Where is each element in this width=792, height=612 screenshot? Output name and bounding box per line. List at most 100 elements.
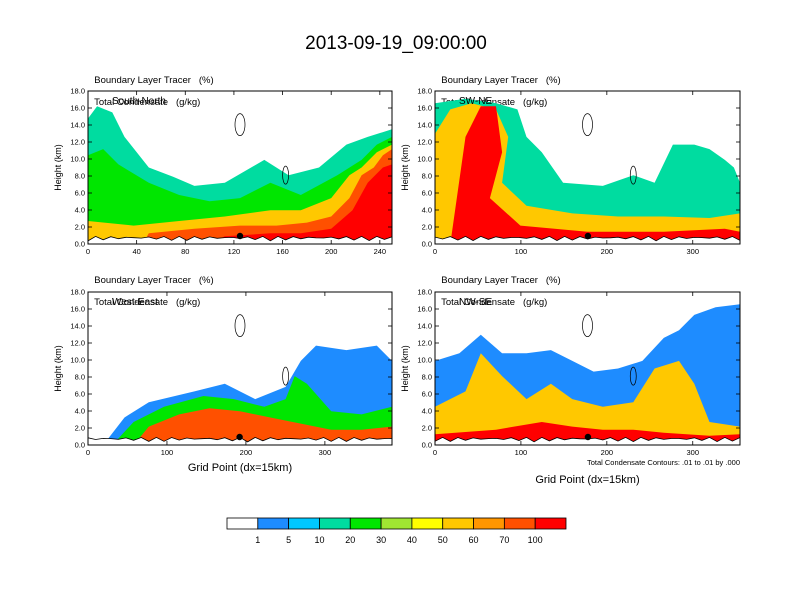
tracer-units: (%): [198, 75, 214, 86]
x-tick-label: 240: [374, 247, 387, 256]
y-tick-label: 18.0: [70, 87, 85, 96]
x-tick-label: 300: [319, 448, 332, 457]
colorbar-label: 40: [407, 535, 417, 545]
location-marker: [236, 433, 243, 441]
colorbar-label: 30: [376, 535, 386, 545]
x-axis-title-west-east: Grid Point (dx=15km): [187, 462, 293, 474]
tracer-field: [88, 314, 392, 445]
colorbar-label: 20: [345, 535, 355, 545]
tracer-title: Boundary Layer Tracer: [94, 275, 191, 286]
y-tick-label: 10.0: [70, 356, 85, 365]
contour-note: Total Condensate Contours: .01 to .01 by…: [586, 458, 740, 467]
colorbar-swatch: [319, 517, 351, 530]
tracer-level-band: [209, 164, 392, 244]
y-tick-label: 0.0: [75, 441, 85, 450]
x-tick-label: 100: [515, 448, 528, 457]
colorbar-label: 5: [286, 535, 291, 545]
y-tick-label: 18.0: [417, 87, 432, 96]
tracer-level-band: [435, 103, 740, 244]
plot-frame: [434, 90, 741, 245]
plot-frame: [87, 291, 393, 446]
colorbar-swatch: [503, 517, 536, 530]
panel-label: SW-NE: [459, 96, 492, 107]
colorbar-label: 1: [255, 535, 260, 545]
y-tick-label: 4.0: [75, 407, 85, 416]
colorbar: 1 5 10 20 30 40 50 60 70 100: [226, 517, 567, 545]
plot-frame: [434, 291, 741, 446]
y-axis-label: Height (km): [400, 144, 410, 191]
colorbar-swatch: [534, 517, 567, 530]
condensate-contour: [629, 366, 637, 386]
y-tick-label: 0.0: [75, 240, 85, 249]
tracer-units: (%): [545, 275, 561, 286]
location-marker: [236, 232, 244, 240]
tracer-field: [88, 106, 392, 244]
y-tick-label: 16.0: [417, 104, 432, 113]
tracer-units: (%): [545, 75, 561, 86]
y-tick-label: 10.0: [417, 155, 432, 164]
colorbar-swatch: [226, 517, 259, 530]
y-tick-label: 2.0: [422, 223, 432, 232]
y-tick-label: 12.0: [417, 339, 432, 348]
y-tick-label: 16.0: [70, 104, 85, 113]
colorbar-swatch: [411, 517, 444, 530]
x-tick-label: 200: [601, 448, 614, 457]
y-tick-label: 12.0: [70, 339, 85, 348]
y-tick-label: 4.0: [422, 407, 432, 416]
panel-title-south-north: Boundary Layer Tracer (%) Total Condensa…: [89, 64, 214, 108]
tracer-level-band: [88, 144, 392, 244]
condensate-title: Total Condensate: [441, 297, 516, 308]
colorbar-label: 70: [499, 535, 509, 545]
colorbar-swatch: [473, 517, 505, 530]
colorbar-swatch: [288, 517, 320, 530]
y-tick-label: 2.0: [422, 424, 432, 433]
condensate-units: (g/kg): [175, 297, 201, 308]
panel-west-east: 0.0 2.0 4.0 6.0 8.0 10.0 12.0 14.0 16.0 18.0 0 100 2…: [53, 288, 393, 457]
panel-title-west-east: Boundary Layer Tracer (%) Total Condensa…: [89, 264, 214, 308]
x-tick-label: 100: [161, 448, 174, 457]
tracer-field: [435, 304, 740, 445]
y-tick-label: 6.0: [422, 390, 432, 399]
y-axis-label: Height (km): [53, 345, 63, 392]
figure-title: 2013-09-19_09:00:00: [305, 33, 487, 54]
tracer-field: [435, 98, 740, 244]
colorbar-swatch: [442, 517, 474, 530]
condensate-contour: [282, 165, 289, 185]
panel-label: South-North: [112, 96, 166, 107]
panel-south-north: 0.0 2.0 4.0 6.0 8.0 10.0 12.0 14.0 16.0 18.0 0 40 80…: [53, 87, 393, 256]
y-tick-label: 16.0: [417, 305, 432, 314]
colorbar-swatch: [349, 517, 382, 530]
x-tick-label: 200: [601, 247, 614, 256]
y-tick-label: 0.0: [422, 441, 432, 450]
location-marker: [584, 433, 592, 441]
y-tick-label: 8.0: [75, 373, 85, 382]
y-tick-label: 12.0: [70, 138, 85, 147]
y-tick-label: 10.0: [417, 356, 432, 365]
terrain: [435, 436, 740, 445]
panel-title-nw-se: Boundary Layer Tracer (%) Total Condensa…: [436, 264, 561, 308]
y-tick-label: 14.0: [70, 121, 85, 130]
y-axis-label: Height (km): [400, 345, 410, 392]
tracer-units: (%): [198, 275, 214, 286]
y-tick-label: 6.0: [75, 189, 85, 198]
x-tick-label: 0: [86, 448, 90, 457]
condensate-title: Total Condensate: [94, 97, 169, 108]
condensate-contour: [582, 113, 593, 137]
colorbar-label: 50: [438, 535, 448, 545]
x-tick-label: 0: [433, 448, 437, 457]
tracer-title: Boundary Layer Tracer: [441, 275, 538, 286]
plot-frame: [87, 90, 393, 245]
tracer-level-band: [435, 353, 740, 445]
y-tick-label: 12.0: [417, 138, 432, 147]
terrain: [88, 235, 392, 244]
y-tick-label: 8.0: [75, 172, 85, 181]
panel-label: West-East: [112, 297, 158, 308]
condensate-contour: [282, 366, 289, 386]
terrain: [435, 235, 740, 244]
tracer-level-band: [142, 149, 392, 244]
y-tick-label: 14.0: [417, 322, 432, 331]
y-tick-label: 10.0: [70, 155, 85, 164]
y-axis-label: Height (km): [53, 144, 63, 191]
colorbar-label: 100: [528, 535, 543, 545]
